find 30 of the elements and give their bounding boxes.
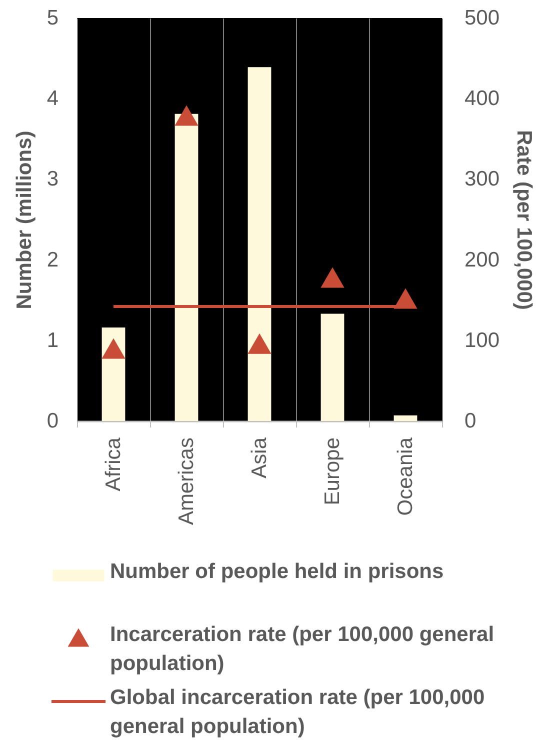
y2-tick-label: 300 (464, 168, 500, 191)
y2-tick-label: 500 (464, 6, 500, 30)
y2-axis-title: Rate (per 100,000) (512, 130, 536, 310)
bar (248, 67, 272, 421)
y2-tick-label: 400 (464, 87, 500, 110)
y2-tick-label: 200 (464, 248, 500, 272)
x-tick-label: Oceania (394, 437, 417, 516)
y-tick-label: 4 (46, 87, 59, 110)
point (174, 105, 198, 126)
x-tick-label: Africa (102, 437, 125, 492)
y-axis-title: Number (millions) (12, 130, 36, 310)
y2-tick-label: 100 (464, 328, 500, 352)
y2-tick-label: 0 (464, 410, 476, 432)
bar (174, 114, 198, 421)
legend-label: Global incarceration rate (per 100,000 general population) (110, 686, 485, 738)
y-tick-label: 5 (46, 6, 58, 30)
bar (320, 314, 344, 421)
legend-label: Number of people held in prisons (110, 560, 444, 583)
y-tick-label: 1 (46, 328, 58, 352)
x-tick-label: Americas (175, 438, 198, 526)
x-tick-label: Europe (321, 438, 344, 506)
point (248, 333, 272, 354)
y-tick-label: 0 (46, 410, 58, 432)
x-tick-label: Asia (248, 437, 271, 478)
y-tick-label: 2 (46, 248, 58, 272)
bar (394, 415, 418, 421)
legend-label: Incarceration rate (per 100,000 general population) (110, 623, 494, 675)
point (320, 267, 344, 288)
y-tick-label: 3 (46, 168, 58, 191)
point (102, 338, 126, 359)
